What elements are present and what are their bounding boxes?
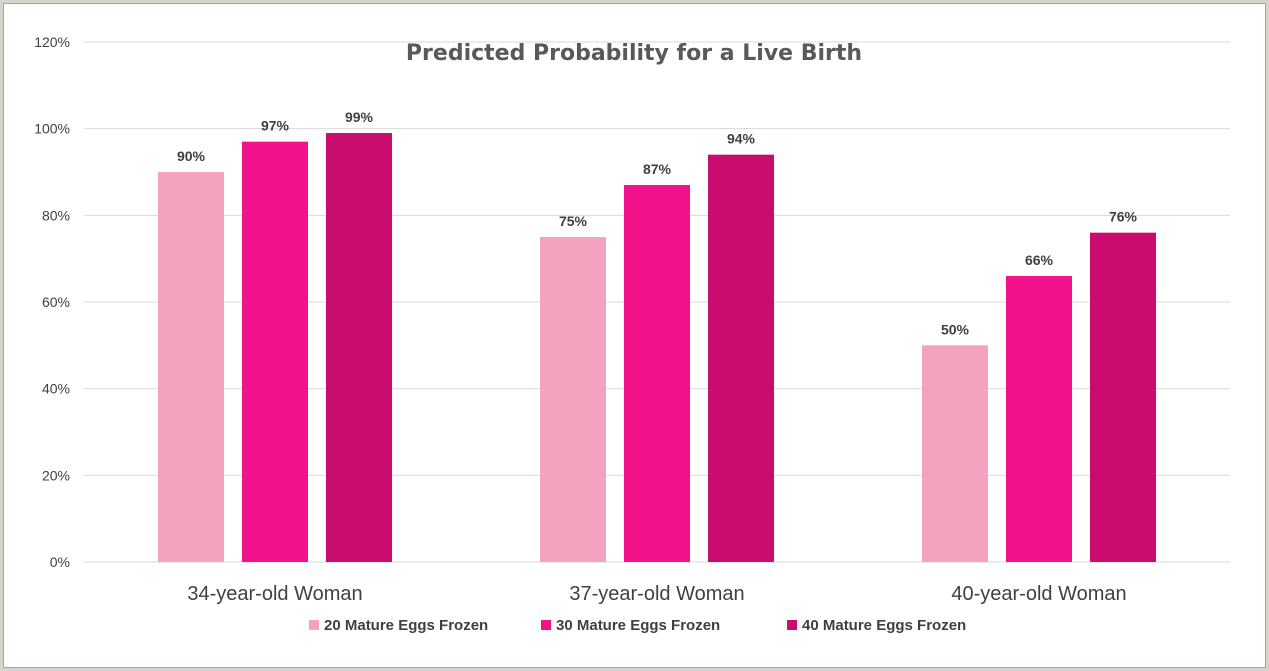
x-axis-categories: 34-year-old Woman 37-year-old Woman 40-yea… bbox=[187, 583, 1126, 605]
legend-swatch bbox=[787, 620, 797, 630]
data-label: 76% bbox=[1109, 209, 1138, 225]
y-tick-label: 40% bbox=[42, 381, 70, 397]
y-tick-label: 0% bbox=[50, 554, 70, 570]
chart-frame: 0% 20% 40% 60% 80% 100% 120% 90% 97% 99% 75% 87% 94… bbox=[3, 3, 1266, 668]
y-tick-label: 80% bbox=[42, 207, 70, 223]
bar bbox=[922, 345, 988, 562]
y-axis-ticks: 0% 20% 40% 60% 80% 100% 120% bbox=[34, 34, 70, 570]
bar bbox=[242, 141, 308, 562]
y-tick-label: 120% bbox=[34, 34, 70, 50]
bar bbox=[540, 237, 606, 562]
bar bbox=[326, 133, 392, 562]
legend-label: 20 Mature Eggs Frozen bbox=[324, 617, 488, 634]
bar bbox=[624, 185, 690, 562]
data-label: 75% bbox=[559, 213, 588, 229]
legend: 20 Mature Eggs Frozen 30 Mature Eggs Froz… bbox=[309, 617, 966, 634]
bar bbox=[708, 154, 774, 562]
legend-label: 30 Mature Eggs Frozen bbox=[556, 617, 720, 634]
bar-chart: 0% 20% 40% 60% 80% 100% 120% 90% 97% 99% 75% 87% 94… bbox=[34, 34, 1230, 634]
y-tick-label: 60% bbox=[42, 294, 70, 310]
legend-label: 40 Mature Eggs Frozen bbox=[802, 617, 966, 634]
legend-swatch bbox=[309, 620, 319, 630]
bar bbox=[1006, 276, 1072, 562]
y-tick-label: 100% bbox=[34, 121, 70, 137]
chart-title: Predicted Probability for a Live Birth bbox=[406, 41, 862, 66]
data-labels: 90% 97% 99% 75% 87% 94% 50% 66% 76% bbox=[177, 109, 1138, 337]
x-category-label: 40-year-old Woman bbox=[951, 583, 1126, 605]
bar bbox=[1090, 232, 1156, 562]
data-label: 99% bbox=[345, 109, 374, 125]
bars bbox=[158, 133, 1156, 562]
data-label: 66% bbox=[1025, 252, 1054, 268]
data-label: 90% bbox=[177, 148, 206, 164]
y-tick-label: 20% bbox=[42, 467, 70, 483]
legend-swatch bbox=[541, 620, 551, 630]
bar bbox=[158, 172, 224, 562]
x-category-label: 37-year-old Woman bbox=[569, 583, 744, 605]
data-label: 97% bbox=[261, 118, 290, 134]
data-label: 87% bbox=[643, 161, 672, 177]
x-category-label: 34-year-old Woman bbox=[187, 583, 362, 605]
data-label: 94% bbox=[727, 131, 756, 147]
data-label: 50% bbox=[941, 321, 970, 337]
